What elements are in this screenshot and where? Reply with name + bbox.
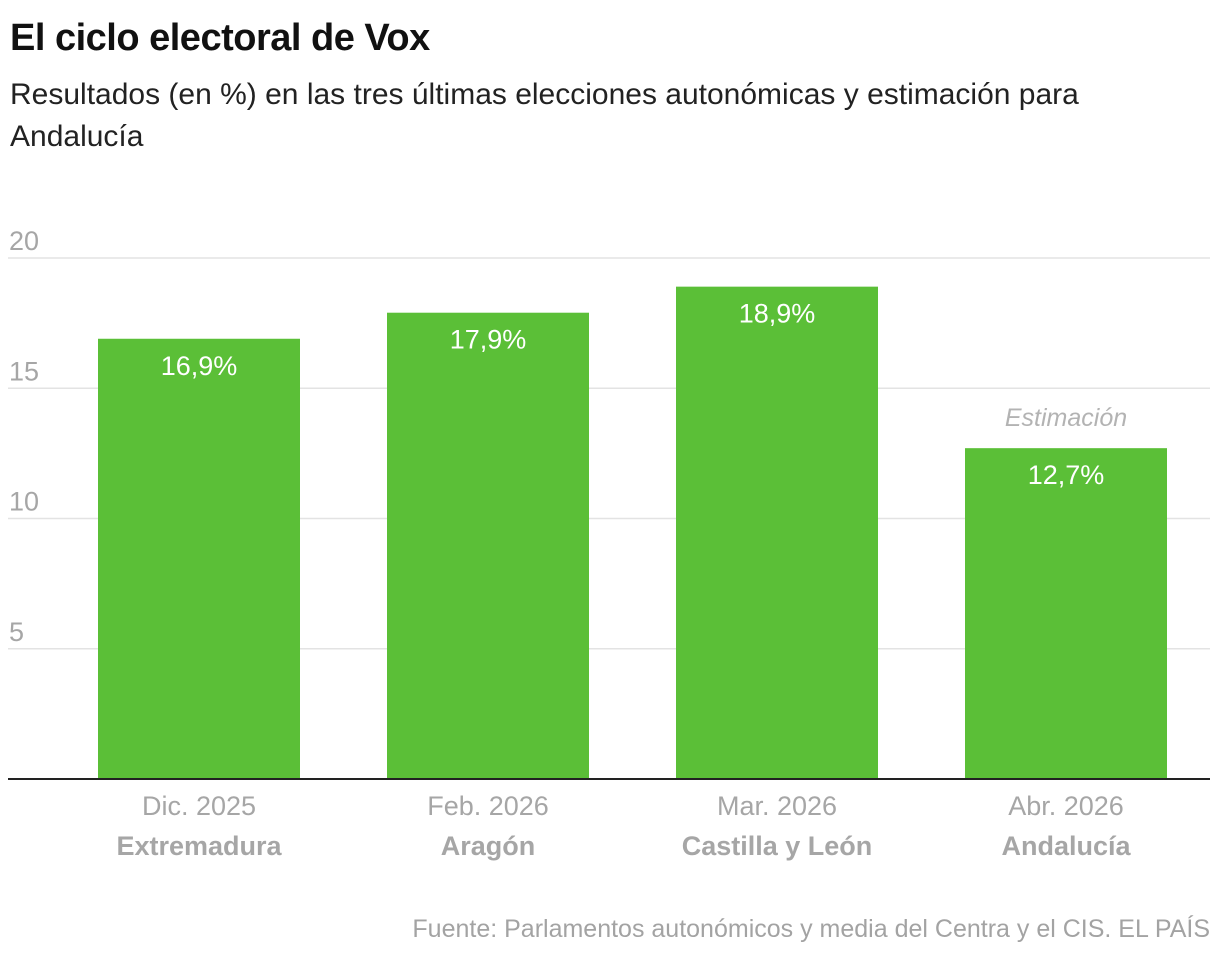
bar bbox=[965, 448, 1167, 779]
bar bbox=[676, 286, 878, 779]
data-labels: 16,9% 17,9% 18,9% 12,7% Estimación bbox=[161, 299, 1127, 491]
y-tick-label: 15 bbox=[9, 356, 39, 386]
x-category-label: Aragón bbox=[441, 831, 536, 861]
x-category-label: Extremadura bbox=[116, 831, 282, 861]
y-tick-label: 5 bbox=[9, 617, 24, 647]
y-tick-label: 10 bbox=[9, 487, 39, 517]
data-label: 16,9% bbox=[161, 351, 238, 381]
x-date-label: Abr. 2026 bbox=[1008, 791, 1124, 821]
bars bbox=[98, 286, 1167, 779]
source-note: Fuente: Parlamentos autonómicos y media … bbox=[412, 915, 1210, 943]
bar bbox=[387, 312, 589, 779]
x-date-label: Mar. 2026 bbox=[717, 791, 837, 821]
chart-title: El ciclo electoral de Vox bbox=[10, 17, 430, 59]
x-date-label: Feb. 2026 bbox=[427, 791, 549, 821]
x-category-label: Andalucía bbox=[1001, 831, 1131, 861]
y-tick-label: 20 bbox=[9, 226, 39, 256]
bar bbox=[98, 338, 300, 779]
x-category-label: Castilla y León bbox=[682, 831, 873, 861]
x-date-label: Dic. 2025 bbox=[142, 791, 256, 821]
chart-subtitle: Resultados (en %) en las tres últimas el… bbox=[10, 78, 1079, 153]
data-label: 17,9% bbox=[450, 325, 527, 355]
annotation-label: Estimación bbox=[1005, 404, 1127, 432]
axes: Dic. 2025 Extremadura Feb. 2026 Aragón Mar. … bbox=[8, 778, 1210, 861]
data-label: 18,9% bbox=[739, 299, 816, 329]
data-label: 12,7% bbox=[1028, 460, 1105, 490]
